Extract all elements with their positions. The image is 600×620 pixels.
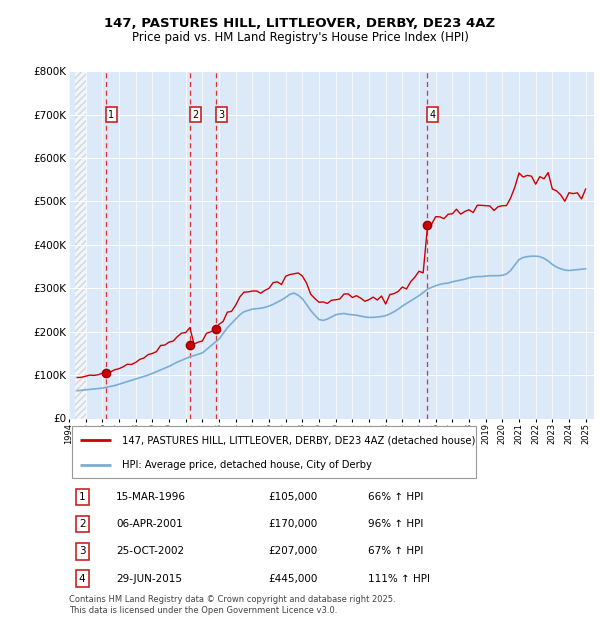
Text: 147, PASTURES HILL, LITTLEOVER, DERBY, DE23 4AZ (detached house): 147, PASTURES HILL, LITTLEOVER, DERBY, D… [121,435,475,445]
Text: 3: 3 [79,546,85,556]
Text: 111% ↑ HPI: 111% ↑ HPI [368,574,430,583]
Text: £445,000: £445,000 [269,574,318,583]
Text: 06-APR-2001: 06-APR-2001 [116,520,183,529]
FancyBboxPatch shape [71,427,476,477]
Text: 15-MAR-1996: 15-MAR-1996 [116,492,186,502]
Text: 2: 2 [79,520,85,529]
Text: 3: 3 [218,110,224,120]
Text: 67% ↑ HPI: 67% ↑ HPI [368,546,424,556]
Bar [74,71,86,419]
Text: 29-JUN-2015: 29-JUN-2015 [116,574,182,583]
Text: £170,000: £170,000 [269,520,318,529]
Text: £105,000: £105,000 [269,492,318,502]
Text: 4: 4 [79,574,85,583]
Text: 4: 4 [430,110,436,120]
Text: £207,000: £207,000 [269,546,318,556]
Text: Price paid vs. HM Land Registry's House Price Index (HPI): Price paid vs. HM Land Registry's House … [131,31,469,43]
Text: HPI: Average price, detached house, City of Derby: HPI: Average price, detached house, City… [121,460,371,470]
Text: 66% ↑ HPI: 66% ↑ HPI [368,492,424,502]
Text: 2: 2 [193,110,199,120]
Text: 147, PASTURES HILL, LITTLEOVER, DERBY, DE23 4AZ: 147, PASTURES HILL, LITTLEOVER, DERBY, D… [104,17,496,30]
Text: 25-OCT-2002: 25-OCT-2002 [116,546,184,556]
Text: 96% ↑ HPI: 96% ↑ HPI [368,520,424,529]
Text: Contains HM Land Registry data © Crown copyright and database right 2025.
This d: Contains HM Land Registry data © Crown c… [69,595,395,614]
Text: 1: 1 [79,492,85,502]
Text: 1: 1 [109,110,115,120]
